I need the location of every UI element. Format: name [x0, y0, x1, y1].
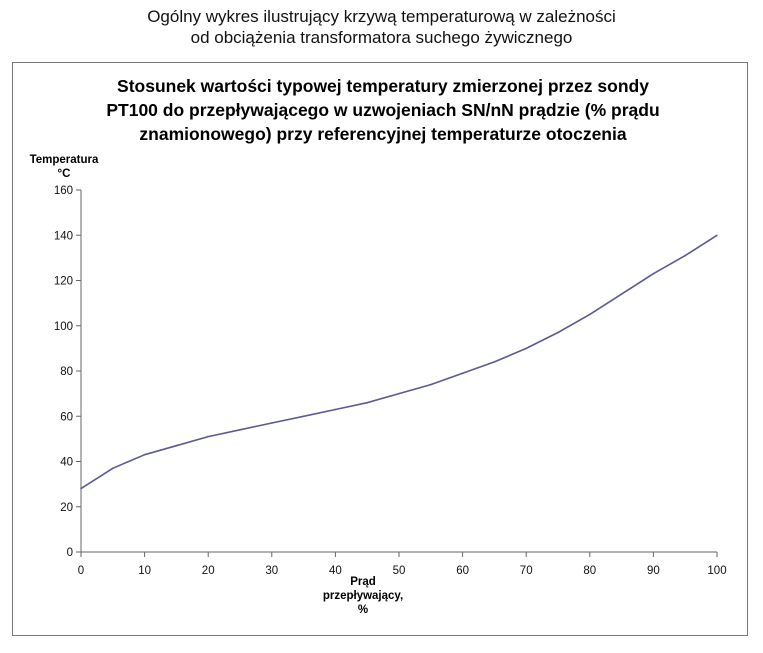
figure-caption: Ogólny wykres ilustrujący krzywą tempera… — [0, 6, 763, 48]
data-point — [239, 428, 241, 431]
data-point — [525, 347, 528, 350]
x-axis-label-line-2: przepływający, — [322, 590, 404, 602]
data-point — [461, 372, 464, 375]
data-point — [302, 415, 305, 418]
data-point — [175, 444, 178, 447]
y-tick-label: 120 — [54, 276, 73, 288]
x-axis-label-line-3: % — [357, 604, 369, 616]
y-axis-label-line-1: Temperatura — [29, 154, 99, 166]
data-point — [557, 331, 559, 334]
temperature-curve — [80, 234, 718, 490]
y-axis-label-line-2: °C — [57, 168, 71, 180]
y-tick-label: 100 — [54, 321, 73, 333]
y-tick-label: 40 — [60, 457, 73, 469]
caption-line-1: Ogólny wykres ilustrujący krzywą tempera… — [147, 7, 616, 26]
y-tick-label: 160 — [54, 185, 73, 197]
x-tick-label: 20 — [202, 565, 215, 577]
data-point — [620, 293, 623, 295]
x-tick-label: 100 — [707, 565, 726, 577]
y-tick-label: 60 — [60, 411, 73, 423]
x-axis-label: Prąd przepływający, % — [308, 575, 418, 617]
plot-area: 0 20 40 60 80 100 120 140 160 0 10 20 30 40 50 60 70 80 90… — [54, 185, 727, 577]
data-point — [398, 392, 400, 395]
chart-frame: Stosunek wartości typowej temperatury zm… — [12, 62, 748, 636]
data-point — [80, 487, 82, 490]
data-point — [493, 361, 496, 363]
x-tick-label: 30 — [265, 565, 278, 577]
data-point — [334, 408, 337, 411]
x-tick-label: 90 — [647, 565, 660, 577]
chart-title-line-1: Stosunek wartości typowej temperatury zm… — [117, 76, 649, 96]
data-point — [588, 313, 591, 316]
x-tick-label: 0 — [78, 565, 84, 577]
y-tick-label: 140 — [54, 230, 73, 242]
data-point — [111, 467, 114, 470]
y-tick-label: 0 — [67, 547, 73, 559]
chart-title-line-2: PT100 do przepływającego w uzwojeniach S… — [106, 100, 660, 120]
data-point — [270, 422, 273, 424]
x-tick-label: 50 — [393, 565, 406, 577]
data-point — [652, 272, 655, 275]
chart-title-line-3: znamionowego) przy referencyjnej tempera… — [139, 124, 627, 144]
x-tick-label: 40 — [329, 565, 342, 577]
data-point — [366, 401, 369, 404]
data-point — [429, 383, 432, 386]
y-tick-label: 20 — [60, 502, 73, 514]
data-point — [716, 234, 718, 237]
chart-title: Stosunek wartości typowej temperatury zm… — [53, 74, 713, 146]
caption-line-2: od obciążenia transformatora suchego żyw… — [190, 28, 573, 47]
x-tick-label: 70 — [520, 565, 533, 577]
x-tick-label: 60 — [456, 565, 469, 577]
x-axis-label-line-1: Prąd — [350, 576, 376, 588]
y-tick-label: 80 — [60, 366, 73, 378]
x-tick-label: 80 — [583, 565, 596, 577]
data-point — [207, 435, 210, 438]
y-axis-label: Temperatura °C — [16, 153, 112, 181]
data-point — [143, 453, 146, 456]
x-tick-label: 10 — [138, 565, 151, 577]
data-point — [684, 254, 687, 257]
